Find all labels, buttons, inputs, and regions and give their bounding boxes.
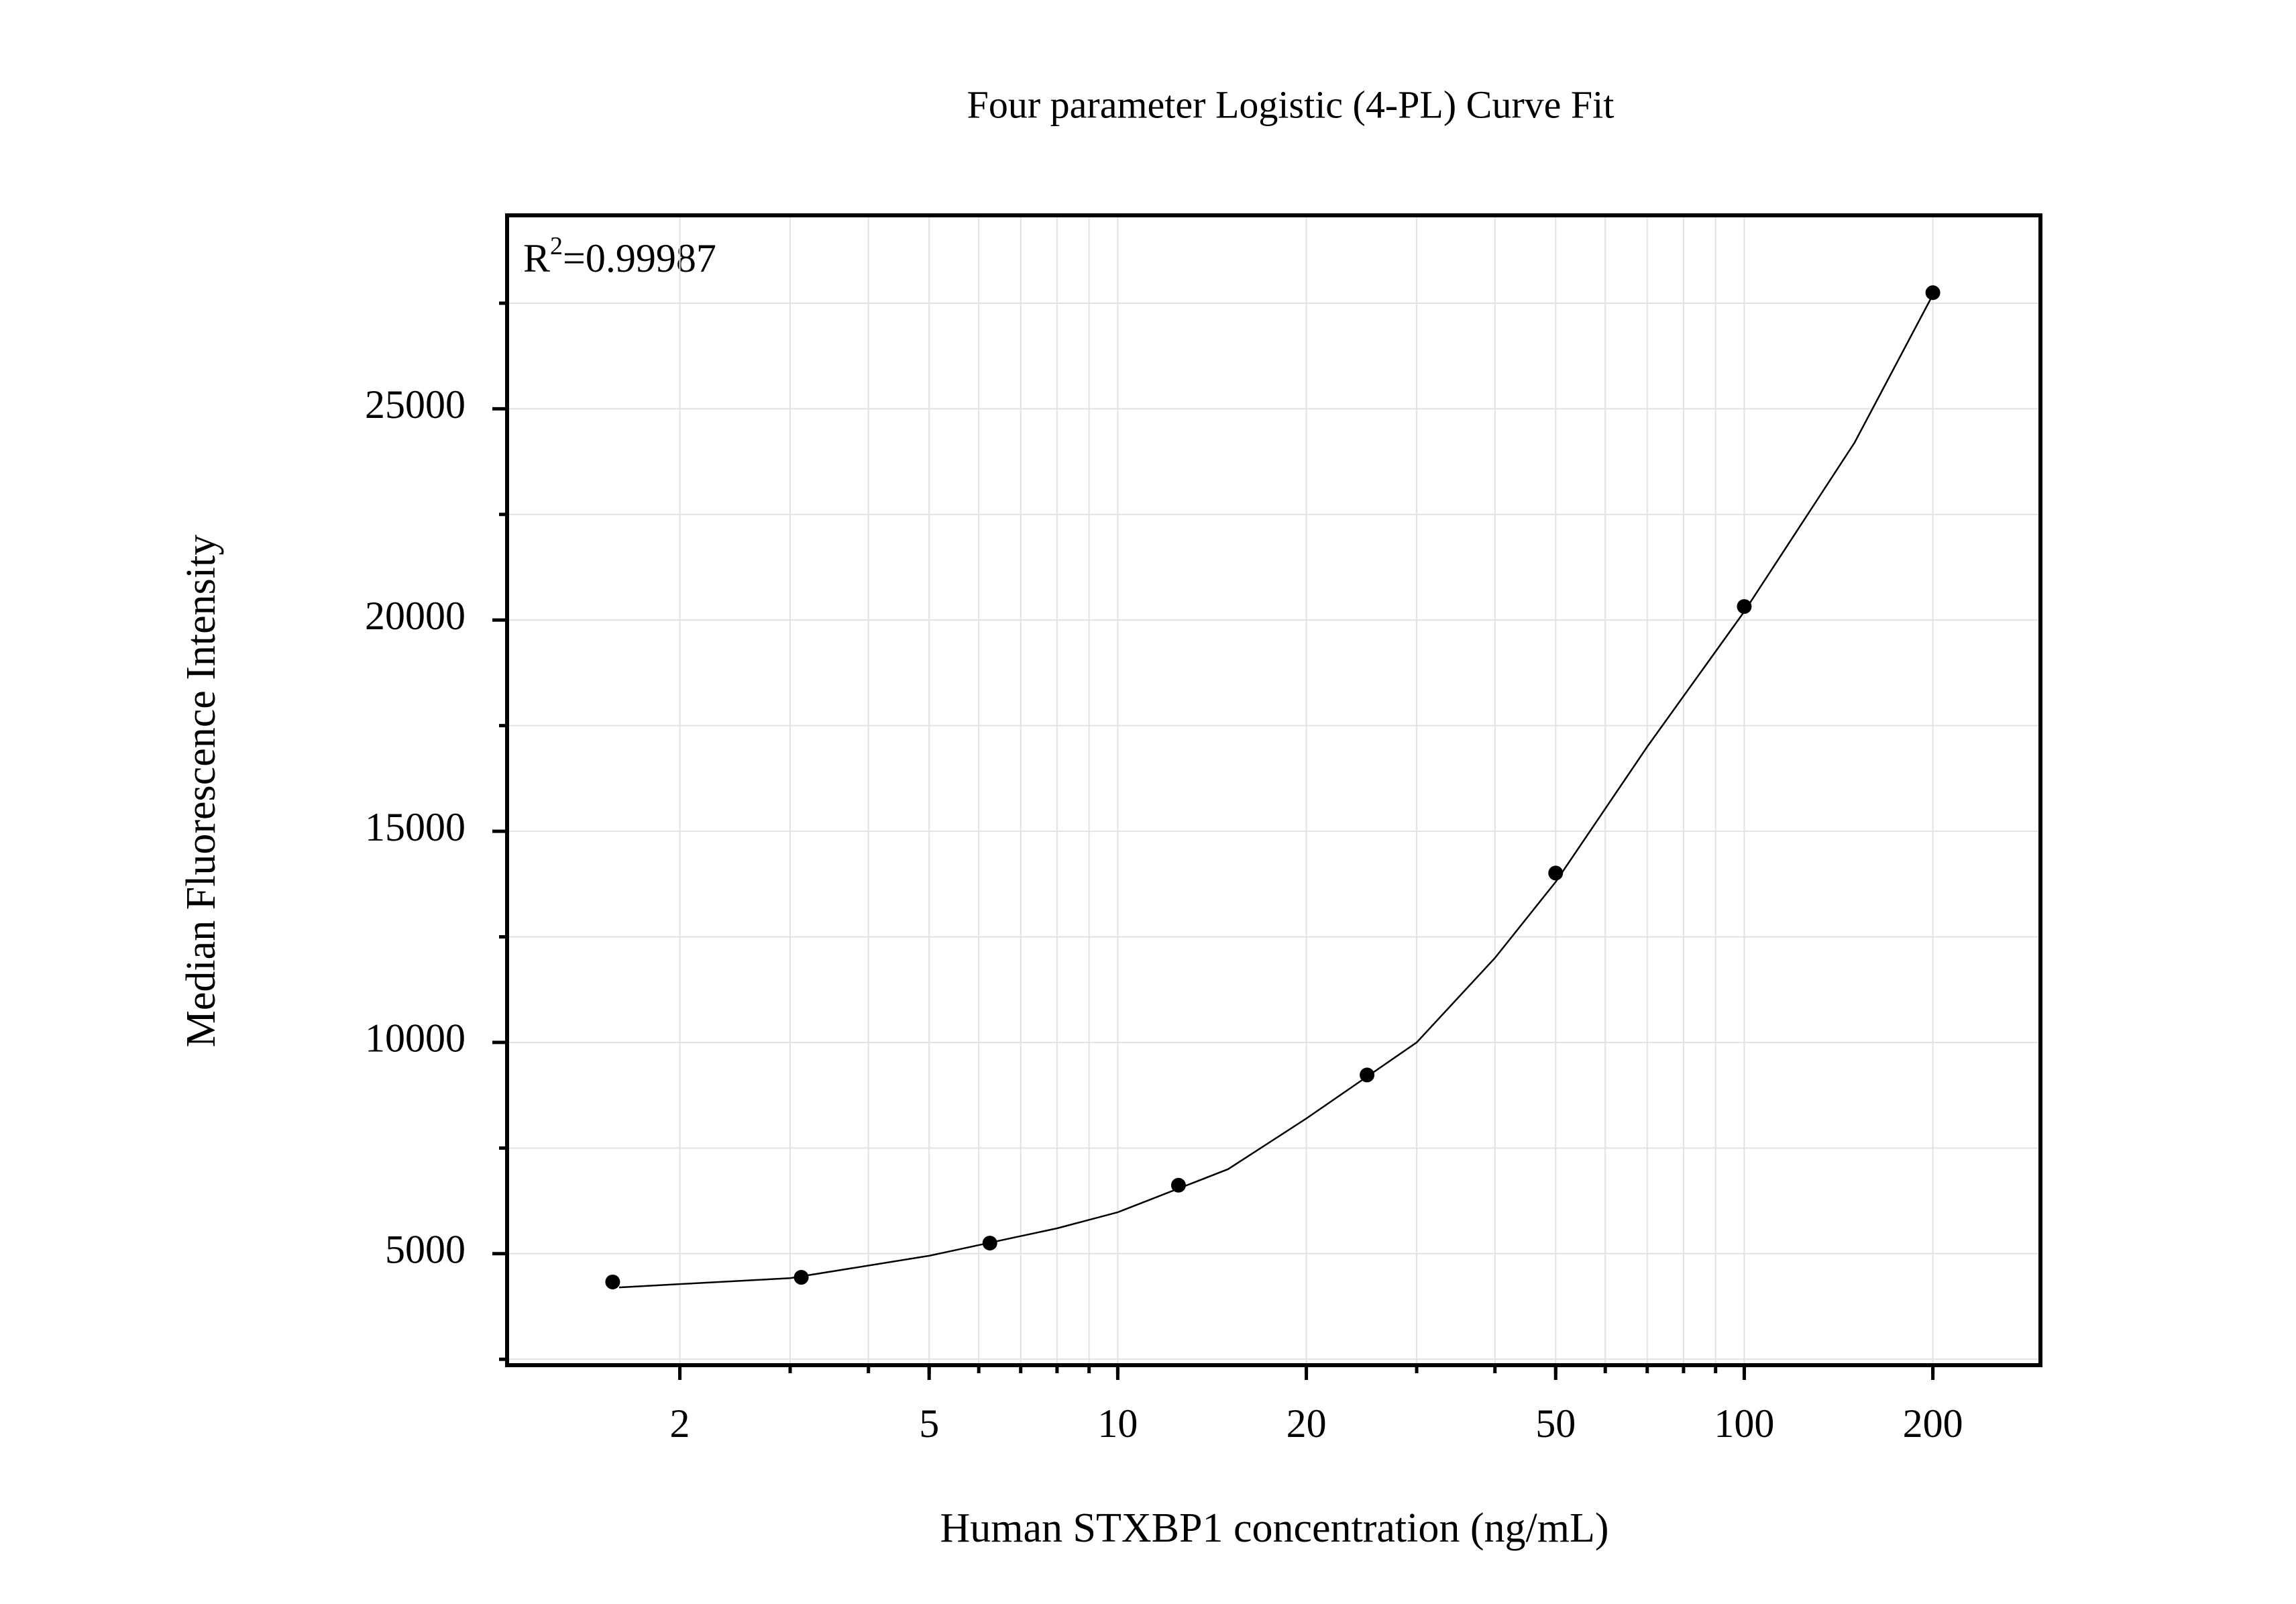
y-tick-label: 15000 bbox=[365, 805, 466, 849]
y-tick-label: 20000 bbox=[365, 594, 466, 638]
x-tick-label: 10 bbox=[1097, 1401, 1138, 1446]
x-tick-label: 20 bbox=[1287, 1401, 1327, 1446]
grid bbox=[507, 215, 2040, 1365]
r-sup: 2 bbox=[550, 232, 563, 260]
fit-curve bbox=[618, 294, 1934, 1289]
x-tick-label: 200 bbox=[1903, 1401, 1963, 1446]
data-point bbox=[1925, 285, 1940, 301]
r-squared: R2=0.99987 bbox=[523, 232, 716, 280]
x-tick-label: 50 bbox=[1535, 1401, 1576, 1446]
plot-frame bbox=[505, 213, 2042, 1367]
data-point bbox=[1548, 865, 1564, 881]
data-point bbox=[1737, 599, 1752, 614]
x-tick-label: 100 bbox=[1714, 1401, 1774, 1446]
data-point bbox=[1360, 1067, 1375, 1083]
y-axis-label: Median Fluorescence Intensity bbox=[178, 535, 224, 1047]
data-point bbox=[794, 1270, 809, 1285]
data-point bbox=[605, 1274, 620, 1289]
data-point bbox=[1170, 1177, 1186, 1193]
r-rest: =0.99987 bbox=[563, 236, 716, 280]
marks bbox=[605, 285, 1940, 1289]
r-text: R bbox=[523, 236, 550, 280]
y-tick-label: 25000 bbox=[365, 382, 466, 427]
y-tick-label: 5000 bbox=[385, 1228, 466, 1272]
x-tick-label: 2 bbox=[670, 1401, 690, 1446]
x-tick-label: 5 bbox=[919, 1401, 939, 1446]
x-axis-label: Human STXBP1 concentration (ng/mL) bbox=[940, 1505, 1609, 1551]
chart-title: Four parameter Logistic (4-PL) Curve Fit bbox=[967, 83, 1615, 126]
data-point bbox=[982, 1236, 997, 1251]
y-tick-label: 10000 bbox=[365, 1016, 466, 1061]
